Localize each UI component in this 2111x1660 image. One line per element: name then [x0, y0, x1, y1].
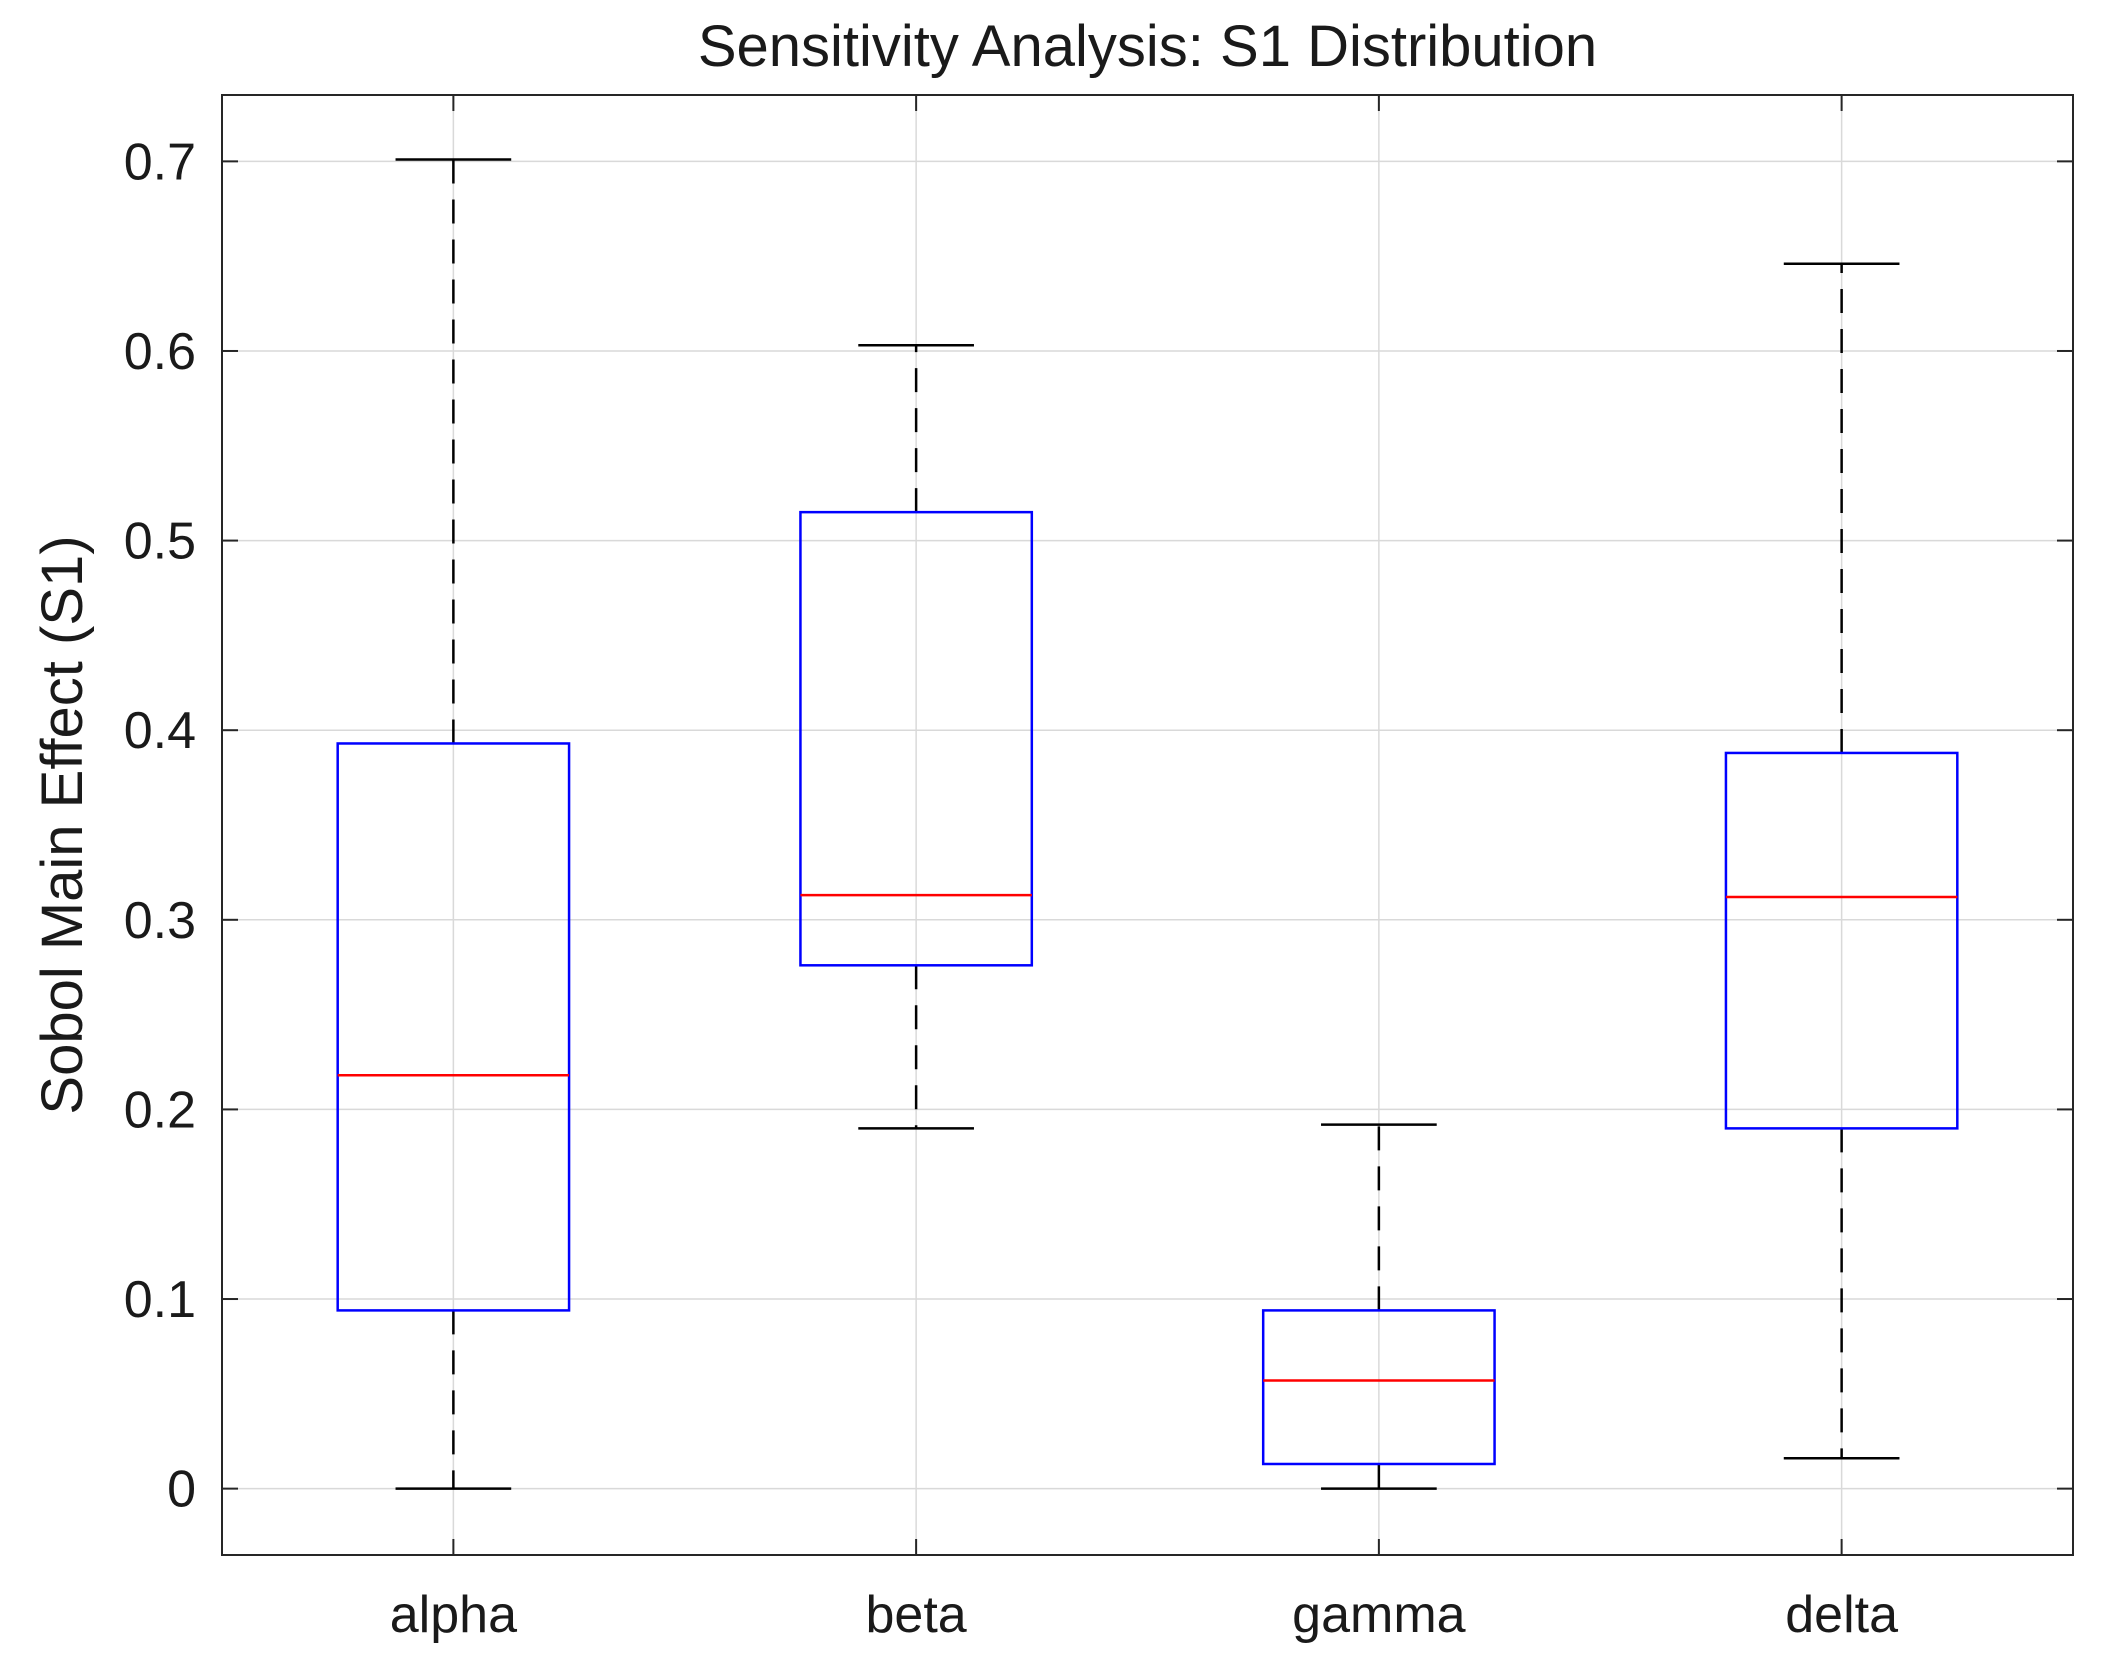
boxes	[336, 158, 1959, 1490]
y-tick-label: 0	[167, 1461, 196, 1519]
box-group-delta	[1724, 262, 1959, 1460]
y-tick-label: 0.4	[124, 702, 196, 760]
box-iqr	[336, 742, 571, 1312]
y-tick-label: 0.6	[124, 323, 196, 381]
y-tick-label: 0.1	[124, 1271, 196, 1329]
box-iqr	[1261, 1309, 1496, 1466]
box-iqr	[1724, 751, 1959, 1130]
x-category-label-gamma: gamma	[1292, 1586, 1465, 1644]
chart-title: Sensitivity Analysis: S1 Distribution	[698, 14, 1597, 79]
x-category-label-beta: beta	[866, 1586, 967, 1644]
y-axis-label: Sobol Main Effect (S1)	[30, 535, 95, 1114]
box-group-alpha	[336, 158, 571, 1490]
y-tick-label: 0.5	[124, 513, 196, 571]
x-category-label-alpha: alpha	[390, 1586, 517, 1644]
box-group-gamma	[1261, 1123, 1496, 1490]
ticks: 0 0.1 0.2 0.3 0.4 0.5 0.6 0.7 alpha beta gamma delt…	[124, 95, 2073, 1644]
x-category-label-delta: delta	[1785, 1586, 1898, 1644]
y-tick-label: 0.2	[124, 1081, 196, 1139]
box-group-beta	[799, 344, 1034, 1130]
y-tick-label: 0.3	[124, 892, 196, 950]
y-tick-label: 0.7	[124, 133, 196, 191]
plot-area-frame	[221, 94, 2074, 1556]
box-iqr	[799, 510, 1034, 967]
